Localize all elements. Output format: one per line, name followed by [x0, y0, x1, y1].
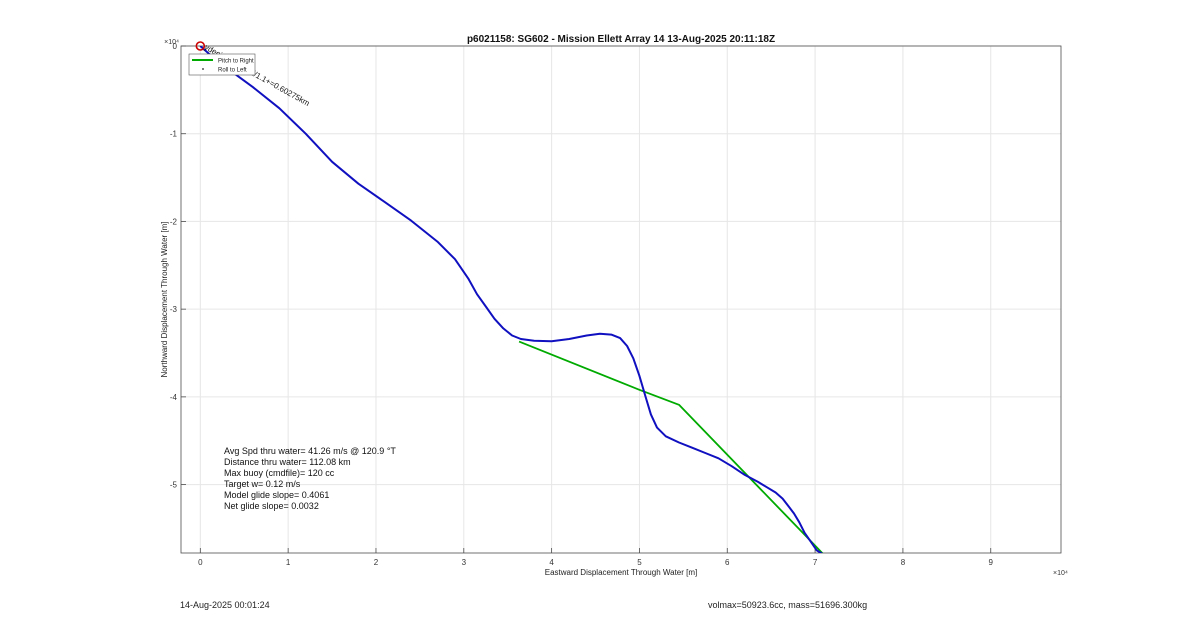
plot-frame [180, 45, 1062, 554]
y-tick-label-5: -5 [170, 481, 178, 490]
legend-swatch-1 [202, 68, 204, 70]
stat-avg-speed: Avg Spd thru water= 41.26 m/s @ 120.9 °T [224, 446, 396, 456]
start-marker-0 [195, 41, 206, 51]
x-tick-label-2: 2 [374, 558, 379, 567]
legend-label-0: Pitch to Right [218, 59, 254, 65]
y-exponent-label: ×10⁴ [164, 39, 179, 46]
plot-area [181, 46, 1061, 553]
stat-model-glide-slope: Model glide slope= 0.4061 [224, 490, 330, 500]
x-axis-label: Eastward Displacement Through Water [m] [545, 568, 698, 577]
legend-label-1: Roll to Left [218, 68, 247, 74]
y-tick-label-1: -1 [170, 130, 178, 139]
stat-net-glide-slope: Net glide slope= 0.0032 [224, 501, 319, 511]
stat-max-buoy: Max buoy (cmdfile)= 120 cc [224, 468, 335, 478]
y-tick-label-3: -3 [170, 305, 178, 314]
x-tick-label-8: 8 [901, 558, 906, 567]
stat-distance: Distance thru water= 112.08 km [224, 457, 351, 467]
x-tick-label-0: 0 [198, 558, 203, 567]
series-line-0 [199, 46, 823, 553]
series-line-1 [518, 340, 824, 553]
y-tick-label-0: 0 [173, 42, 178, 51]
y-tick-label-4: -4 [170, 393, 178, 402]
chart-title: p6021158: SG602 - Mission Ellett Array 1… [467, 34, 775, 45]
x-tick-label-9: 9 [989, 558, 994, 567]
y-tick-label-2: -2 [170, 217, 178, 226]
x-tick-label-6: 6 [725, 558, 730, 567]
footer-volume-mass: volmax=50923.6cc, mass=51696.300kg [708, 600, 868, 610]
footer-timestamp: 14-Aug-2025 00:01:24 [180, 600, 270, 610]
x-tick-label-1: 1 [286, 558, 291, 567]
y-axis-label: Northward Displacement Through Water [m] [160, 221, 169, 377]
x-tick-label-4: 4 [549, 558, 554, 567]
x-tick-label-7: 7 [813, 558, 818, 567]
x-exponent-label: ×10⁴ [1053, 570, 1068, 577]
x-tick-label-3: 3 [462, 558, 467, 567]
stat-target-w: Target w= 0.12 m/s [224, 479, 301, 489]
x-tick-label-5: 5 [637, 558, 642, 567]
stats-panel: Avg Spd thru water= 41.26 m/s @ 120.9 °T… [224, 446, 396, 512]
